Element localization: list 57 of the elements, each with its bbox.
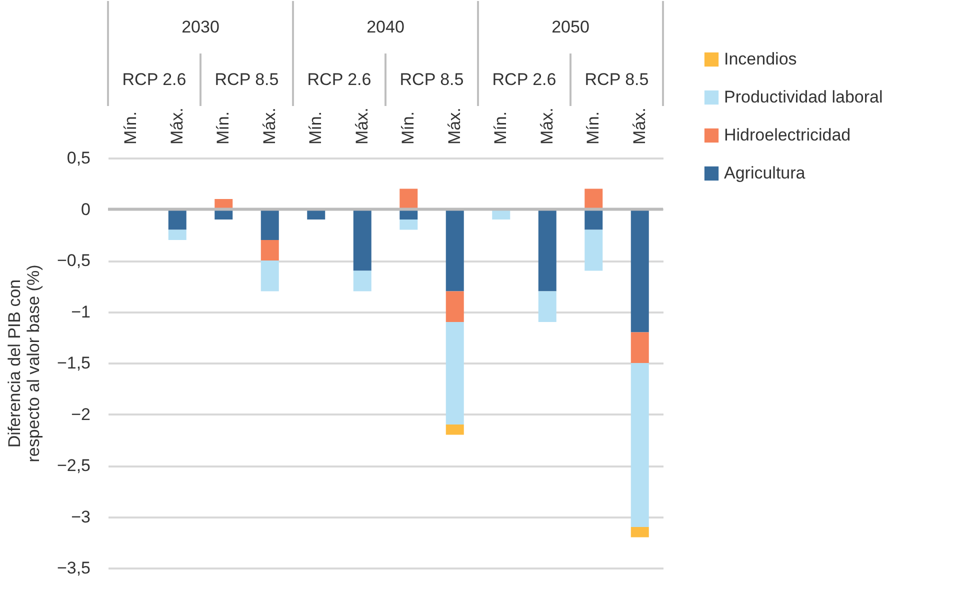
text: RCP 8.5: [214, 70, 279, 89]
x-tick-label: Mín.: [491, 111, 510, 144]
x-tick-label: Mín.: [121, 111, 140, 144]
x-tick-label: Mín.: [584, 111, 603, 144]
y-tick-label: −2: [71, 404, 90, 424]
x-tick-label: Máx.: [167, 108, 186, 144]
bar: [630, 209, 649, 332]
text: RCP 8.5: [584, 70, 649, 89]
y-tick-label: −2,5: [56, 456, 90, 475]
x-tick-label: Mín.: [214, 111, 233, 144]
bar: [538, 209, 556, 292]
bar: [168, 230, 186, 240]
y-tick-label: −3: [71, 507, 90, 526]
bar: [538, 291, 556, 322]
bar: [446, 322, 464, 424]
bar: [446, 424, 464, 435]
bar: [353, 209, 372, 271]
bar: [584, 209, 603, 230]
y-tick-label: −1,5: [56, 354, 90, 372]
legend-label: Incendios: [724, 50, 797, 68]
y-tick-label: −0,5: [56, 251, 90, 270]
x-tick-label: Máx.: [537, 108, 556, 144]
y-tick-label: 0: [81, 200, 90, 219]
x-tick-label: Máx.: [444, 108, 464, 144]
x-tick-label: Máx.: [352, 108, 372, 144]
text: 2030: [182, 17, 220, 36]
bar: [584, 188, 603, 210]
bar: [630, 527, 649, 538]
legend-label: Agricultura: [724, 164, 806, 182]
bar: [260, 240, 279, 260]
y-tick-label: −1: [71, 302, 90, 322]
bar: [260, 260, 279, 292]
text: 2040: [366, 17, 404, 36]
bar: [584, 230, 603, 271]
bar: [400, 220, 418, 230]
legend-label: Productividad laboral: [724, 88, 883, 106]
y-axis-title: Diferencia del PIB con respecto al valor base (%): [4, 264, 43, 462]
x-tick-label: Mín.: [398, 111, 418, 144]
bar: [400, 188, 418, 210]
bar: [630, 332, 649, 363]
bar: [446, 291, 464, 322]
x-tick-label: Mín.: [306, 111, 326, 144]
bar: [353, 270, 372, 292]
bar: [260, 209, 279, 240]
x-tick-label: Máx.: [260, 108, 279, 144]
bar: [168, 209, 186, 230]
text: 2050: [552, 17, 590, 36]
y-tick-label: 0,5: [66, 148, 90, 168]
legend-label: Hidroelectricidad: [724, 126, 851, 144]
bar: [630, 363, 649, 527]
x-tick-label: Máx.: [630, 108, 649, 144]
bar: [446, 209, 464, 292]
text: RCP 2.6: [122, 70, 186, 89]
text: RCP 2.6: [307, 70, 372, 89]
text: RCP 2.6: [492, 70, 556, 89]
text: RCP 8.5: [400, 70, 464, 89]
y-tick-label: −3,5: [56, 558, 90, 578]
